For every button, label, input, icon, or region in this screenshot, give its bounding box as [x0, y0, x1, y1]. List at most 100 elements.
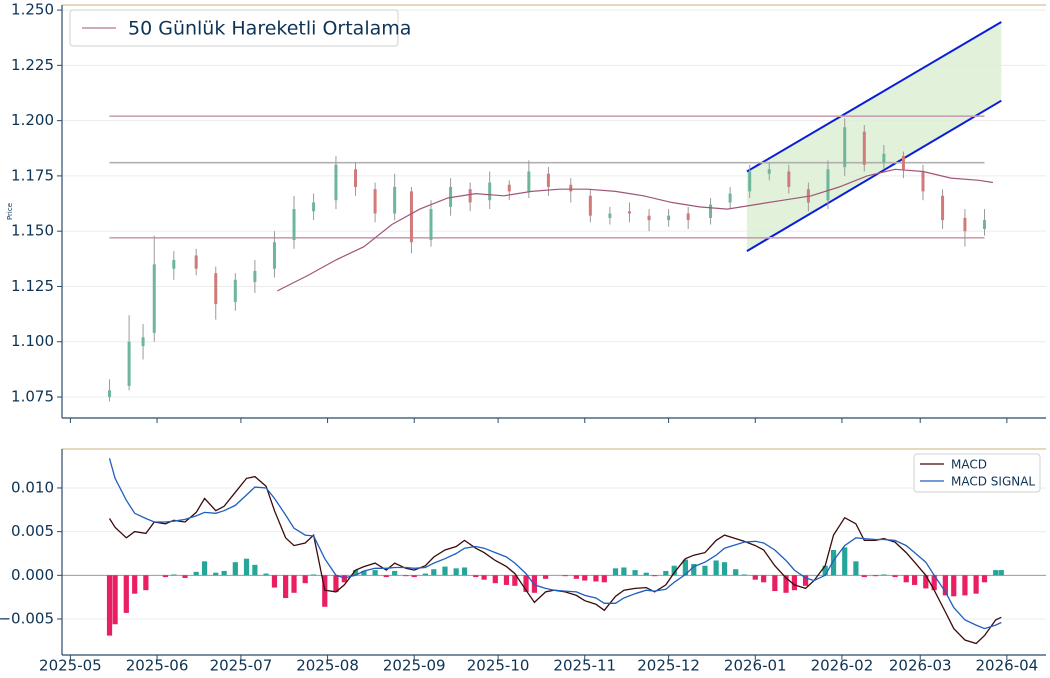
histogram-bar	[791, 575, 798, 591]
legend-box	[69, 9, 399, 47]
candle-body	[901, 156, 905, 170]
histogram-bar	[252, 564, 258, 576]
channel-line	[746, 21, 1002, 173]
y-tick-label: 1.250	[11, 1, 54, 19]
candle-body	[588, 195, 592, 216]
histogram-bar	[892, 575, 898, 578]
histogram-bar	[593, 575, 599, 582]
candle-body	[214, 273, 218, 305]
candle-body	[728, 193, 732, 203]
histogram-bar	[310, 574, 317, 576]
histogram-bar	[973, 575, 979, 594]
x-tick-label: 2025-06	[126, 657, 189, 675]
candle-body	[194, 255, 198, 269]
candle-body	[527, 171, 531, 192]
histogram-bar	[752, 575, 758, 580]
histogram-bar	[802, 575, 809, 586]
histogram-bar	[861, 575, 867, 578]
candle-body	[686, 213, 690, 221]
candle-body	[108, 390, 112, 397]
histogram-bar	[621, 567, 627, 576]
legend: MACD MACD SIGNAL	[913, 453, 1041, 493]
histogram-bar	[643, 572, 649, 576]
histogram-bar	[881, 574, 887, 576]
candle-body	[862, 131, 866, 165]
histogram-bar	[783, 575, 789, 593]
histogram-bar	[182, 575, 188, 578]
histogram-bar	[523, 575, 529, 592]
histogram-bar	[993, 570, 999, 576]
histogram-bar	[422, 573, 429, 576]
candle-body	[409, 191, 413, 243]
histogram-bar	[132, 575, 138, 594]
x-tick-label: 2026-02	[811, 657, 874, 675]
histogram-bar	[243, 558, 250, 576]
candle-body	[373, 189, 377, 214]
histogram-bar	[951, 575, 957, 597]
candle-body	[429, 209, 433, 241]
histogram-bar	[702, 565, 708, 576]
y-tick-label: 0.005	[11, 522, 54, 540]
candle-body	[449, 186, 453, 207]
histogram-bar	[442, 566, 448, 576]
channel-fill	[746, 22, 1002, 252]
x-tick-label: 2025-07	[210, 657, 273, 675]
x-tick-label: 2025-10	[467, 657, 530, 675]
x-tick-label: 2026-03	[889, 657, 952, 675]
candle-body	[272, 242, 276, 269]
candle-body	[172, 259, 176, 269]
histogram-bar	[291, 575, 297, 593]
x-tick-label: 2025-08	[296, 657, 359, 675]
y-tick-label: 1.100	[11, 332, 54, 350]
y-tick-label: 0.010	[11, 478, 54, 496]
candle-body	[667, 215, 671, 221]
histogram-bar	[352, 570, 359, 576]
y-tick-label: 1.175	[11, 166, 54, 184]
histogram-bar	[143, 575, 149, 591]
histogram-bar	[652, 575, 658, 577]
histogram-bar	[411, 575, 417, 578]
histogram-bar	[492, 575, 498, 584]
candle-body	[941, 195, 945, 221]
histogram-bar	[872, 575, 879, 577]
histogram-bar	[271, 575, 278, 588]
histogram-bar	[632, 570, 638, 576]
candle-body	[292, 209, 296, 241]
x-tick-label: 2026-01	[724, 657, 787, 675]
histogram-bar	[842, 547, 848, 576]
y-tick-label: 1.075	[11, 387, 54, 405]
y-axis-label: Price	[6, 203, 14, 220]
histogram-bar	[361, 570, 367, 576]
y-tick-label: 1.225	[11, 56, 54, 74]
ma-line	[277, 168, 993, 292]
histogram-bar	[221, 570, 227, 576]
histogram-bar	[333, 575, 339, 592]
candle-body	[546, 173, 550, 187]
histogram-bar	[503, 575, 510, 585]
macd-line	[108, 475, 1002, 645]
candle-body	[826, 169, 830, 201]
candle-body	[569, 184, 573, 192]
y-tick-label: 1.150	[11, 222, 54, 240]
histogram-bar	[562, 575, 568, 577]
x-tick-label: 2025-12	[637, 657, 700, 675]
x-tick-label: 2025-11	[553, 657, 616, 675]
histogram-bar	[171, 574, 177, 576]
candle-body	[787, 171, 791, 187]
candle-body	[748, 171, 752, 192]
histogram-bar	[302, 575, 308, 584]
legend-label: MACD	[951, 458, 987, 472]
histogram-bar	[162, 575, 169, 578]
histogram-bar	[582, 575, 588, 581]
histogram-bar	[942, 575, 948, 596]
macd-line	[108, 458, 1002, 630]
histogram-bar	[543, 575, 549, 579]
candle-body	[608, 213, 612, 218]
candle-body	[141, 337, 145, 347]
histogram-bar	[741, 574, 747, 576]
histogram-bar	[201, 561, 208, 576]
x-tick-label: 2025-09	[383, 657, 446, 675]
y-tick-label: −0.005	[0, 610, 54, 628]
histogram-bar	[830, 549, 837, 576]
